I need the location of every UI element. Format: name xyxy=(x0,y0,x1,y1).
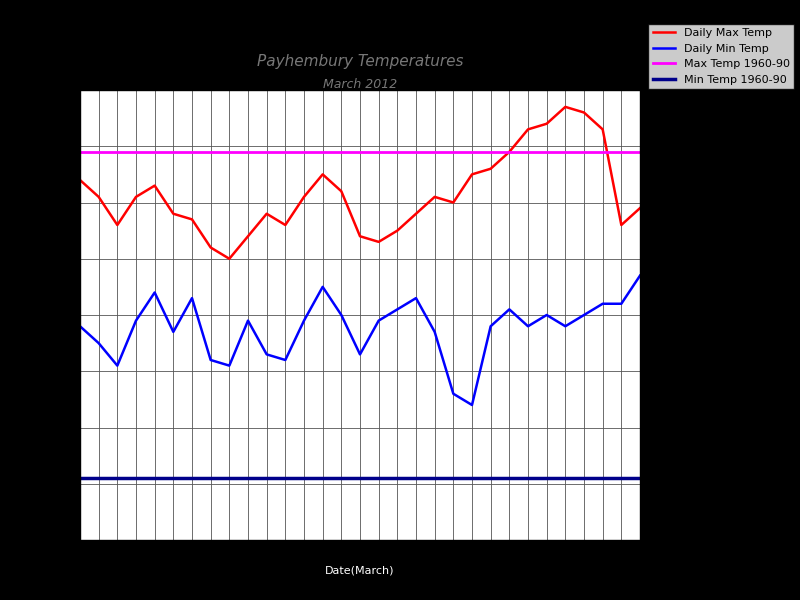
Daily Max Temp xyxy=(523,126,533,133)
Daily Max Temp xyxy=(598,126,607,133)
Daily Min Temp xyxy=(561,323,570,330)
Daily Max Temp xyxy=(225,255,234,262)
Max Temp 1960-90 xyxy=(57,148,66,155)
Daily Min Temp xyxy=(243,317,253,324)
Daily Max Temp xyxy=(411,210,421,217)
Max Temp 1960-90 xyxy=(75,148,85,155)
Daily Min Temp xyxy=(113,362,122,369)
Daily Max Temp xyxy=(430,193,439,200)
Daily Max Temp xyxy=(505,148,514,155)
Daily Min Temp xyxy=(318,283,327,290)
Daily Min Temp xyxy=(150,289,159,296)
Daily Max Temp xyxy=(393,227,402,234)
Daily Min Temp xyxy=(187,295,197,302)
Daily Max Temp xyxy=(299,193,309,200)
Daily Max Temp xyxy=(561,103,570,110)
Daily Max Temp xyxy=(617,221,626,229)
Daily Max Temp xyxy=(579,109,589,116)
Daily Min Temp xyxy=(598,300,607,307)
Daily Min Temp xyxy=(337,311,346,319)
Daily Min Temp xyxy=(94,340,103,347)
Daily Max Temp xyxy=(206,244,215,251)
Min Temp 1960-90 xyxy=(57,475,66,482)
X-axis label: Date(March): Date(March) xyxy=(326,565,394,575)
Daily Max Temp xyxy=(635,205,645,212)
Daily Min Temp xyxy=(262,351,271,358)
Min Temp 1960-90 xyxy=(75,475,85,482)
Daily Min Temp xyxy=(206,356,215,364)
Daily Max Temp xyxy=(449,199,458,206)
Daily Min Temp xyxy=(169,328,178,335)
Daily Min Temp xyxy=(299,317,309,324)
Daily Max Temp xyxy=(374,238,383,245)
Daily Max Temp xyxy=(131,193,141,200)
Daily Max Temp xyxy=(169,210,178,217)
Daily Min Temp xyxy=(505,306,514,313)
Daily Max Temp xyxy=(243,233,253,240)
Daily Max Temp xyxy=(150,182,159,189)
Daily Max Temp xyxy=(262,210,271,217)
Daily Min Temp xyxy=(430,328,439,335)
Daily Min Temp xyxy=(355,351,365,358)
Daily Max Temp xyxy=(337,188,346,195)
Daily Min Temp xyxy=(281,356,290,364)
Daily Max Temp xyxy=(486,165,495,172)
Daily Min Temp xyxy=(374,317,383,324)
Daily Min Temp xyxy=(411,295,421,302)
Daily Max Temp xyxy=(318,171,327,178)
Text: Payhembury Temperatures: Payhembury Temperatures xyxy=(257,54,463,69)
Daily Max Temp xyxy=(467,171,477,178)
Daily Min Temp xyxy=(635,272,645,279)
Text: March 2012: March 2012 xyxy=(323,78,397,91)
Daily Max Temp xyxy=(355,233,365,240)
Daily Min Temp xyxy=(523,323,533,330)
Daily Min Temp xyxy=(393,306,402,313)
Daily Max Temp xyxy=(542,120,551,127)
Daily Min Temp xyxy=(449,390,458,397)
Daily Min Temp xyxy=(617,300,626,307)
Daily Max Temp xyxy=(75,176,85,184)
Daily Min Temp xyxy=(467,401,477,409)
Daily Max Temp xyxy=(94,193,103,200)
Daily Min Temp xyxy=(75,323,85,330)
Legend: Daily Max Temp, Daily Min Temp, Max Temp 1960-90, Min Temp 1960-90: Daily Max Temp, Daily Min Temp, Max Temp… xyxy=(649,23,794,89)
Daily Max Temp xyxy=(187,216,197,223)
Daily Min Temp xyxy=(542,311,551,319)
Line: Daily Max Temp: Daily Max Temp xyxy=(80,107,640,259)
Daily Max Temp xyxy=(113,221,122,229)
Daily Min Temp xyxy=(486,323,495,330)
Daily Min Temp xyxy=(225,362,234,369)
Line: Daily Min Temp: Daily Min Temp xyxy=(80,275,640,405)
Daily Min Temp xyxy=(579,311,589,319)
Daily Min Temp xyxy=(131,317,141,324)
Daily Max Temp xyxy=(281,221,290,229)
